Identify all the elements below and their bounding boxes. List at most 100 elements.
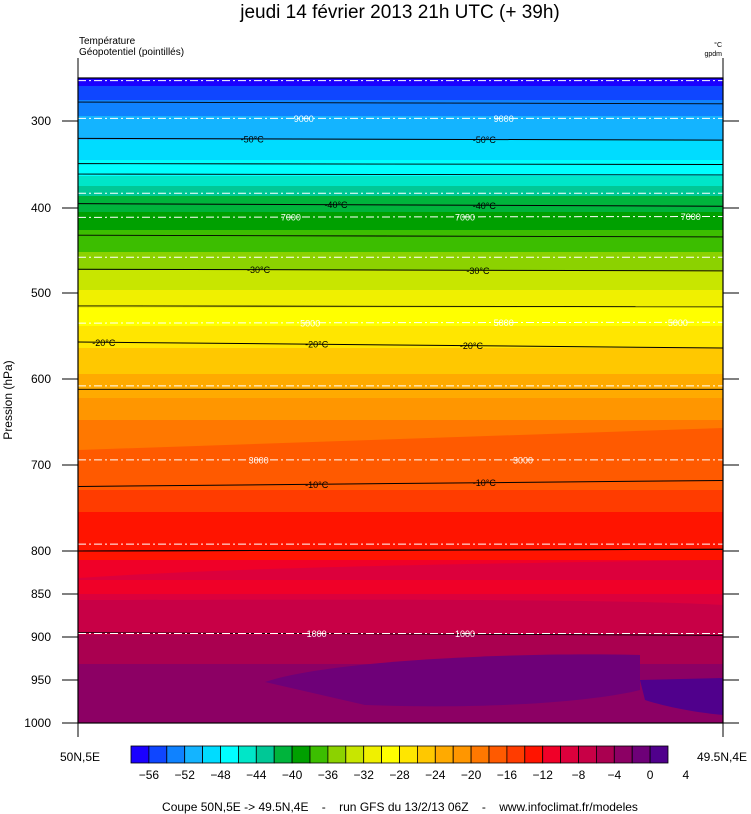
temperature-band bbox=[78, 326, 723, 349]
colorbar-swatch bbox=[255, 745, 275, 764]
colorbar-tick-label: −48 bbox=[210, 768, 231, 782]
y-axis-title: Pression (hPa) bbox=[1, 360, 15, 439]
x-label-end: 49.5N,4E bbox=[697, 750, 747, 764]
y-tick-label: 1000 bbox=[24, 716, 51, 730]
colorbar: −56 −52 −48 −44 −40 −36 −32 −28 −24 −20 −16 −12 −8 −4… bbox=[130, 745, 690, 782]
geopotential-contour-label: 7000 bbox=[455, 212, 475, 222]
temperature-contours: -50°C -50°C -40°C -40°C -30°C -30°C -20°C -20°C… bbox=[78, 78, 723, 636]
temperature-band bbox=[78, 176, 723, 187]
colorbar-swatch bbox=[560, 745, 579, 764]
footer-text: Coupe 50N,5E -> 49.5N,4E - run GFS du 13… bbox=[162, 800, 638, 814]
geopotential-contour-line bbox=[78, 216, 723, 218]
colorbar-swatch bbox=[613, 745, 633, 764]
colorbar-swatch bbox=[291, 745, 311, 764]
y-tick-label: 950 bbox=[31, 673, 51, 687]
temperature-contour-label: -30°C bbox=[466, 266, 490, 276]
geopotential-contour-label: 3000 bbox=[249, 455, 269, 465]
y-tick-label: 600 bbox=[31, 372, 51, 386]
geopotential-contour-label: 9000 bbox=[294, 114, 314, 124]
temperature-band bbox=[78, 252, 723, 271]
temperature-contour-line bbox=[78, 305, 723, 308]
geopotential-contour-label: 5000 bbox=[494, 318, 514, 328]
temperature-contour-line bbox=[78, 163, 723, 165]
temperature-band bbox=[78, 186, 723, 197]
temperature-bands bbox=[78, 78, 723, 723]
colorbar-swatch bbox=[506, 745, 526, 764]
y-tick-label: 800 bbox=[31, 544, 51, 558]
colorbar-swatch bbox=[220, 745, 239, 764]
temperature-contour-line bbox=[78, 479, 723, 487]
temperature-contour-line bbox=[78, 548, 723, 552]
temperature-band bbox=[78, 308, 723, 327]
legend-geopotential-label: Géopotentiel (pointillés) bbox=[79, 47, 184, 58]
temperature-contour-line bbox=[78, 341, 723, 349]
y-tick-label: 700 bbox=[31, 458, 51, 472]
colorbar-swatch bbox=[130, 745, 150, 764]
geopotential-contours: 9000 9000 7000 7000 7000 5000 5000 5000 3000 3000… bbox=[78, 80, 723, 639]
temperature-contour-line bbox=[78, 234, 723, 238]
temperature-contour-line bbox=[78, 137, 723, 141]
colorbar-tick-label: −4 bbox=[607, 768, 621, 782]
temperature-band bbox=[640, 678, 723, 715]
colorbar-swatch bbox=[631, 745, 651, 764]
colorbar-tick-label: −24 bbox=[425, 768, 446, 782]
temperature-band bbox=[78, 512, 723, 540]
colorbar-tick-label: −40 bbox=[282, 768, 303, 782]
geopotential-contour-label: 5000 bbox=[300, 318, 320, 328]
temperature-contour-label: -50°C bbox=[473, 135, 497, 145]
geopotential-contour-label: 3000 bbox=[513, 455, 533, 465]
colorbar-tick-label: −12 bbox=[533, 768, 554, 782]
unit-gpdm-label: gpdm bbox=[704, 51, 722, 58]
colorbar-swatch bbox=[202, 745, 221, 764]
temperature-band bbox=[78, 348, 723, 375]
temperature-contour-label: -40°C bbox=[473, 201, 497, 211]
temperature-contour-label: -50°C bbox=[241, 134, 265, 144]
temperature-band bbox=[78, 100, 723, 117]
temperature-band bbox=[78, 86, 723, 101]
geopotential-contour-label: 9000 bbox=[494, 114, 514, 124]
colorbar-tick-label: −44 bbox=[246, 768, 267, 782]
colorbar-swatch bbox=[399, 745, 418, 764]
colorbar-tick-label: −20 bbox=[461, 768, 482, 782]
temperature-contour-label: -20°C bbox=[460, 341, 484, 351]
temperature-contour-label: -20°C bbox=[305, 340, 329, 350]
colorbar-tick-label: 0 bbox=[647, 768, 654, 782]
temperature-contour-label: -20°C bbox=[92, 338, 116, 348]
colorbar-swatch bbox=[434, 745, 454, 764]
geopotential-contour-line bbox=[78, 321, 723, 324]
temperature-band bbox=[78, 290, 723, 309]
temperature-band bbox=[78, 140, 723, 161]
temperature-band bbox=[78, 610, 723, 636]
colorbar-swatch bbox=[488, 745, 508, 764]
geopotential-contour-label: 5000 bbox=[668, 318, 688, 328]
y-tick-label: 400 bbox=[31, 201, 51, 215]
temperature-band bbox=[78, 374, 723, 399]
temperature-band bbox=[78, 490, 723, 513]
colorbar-swatch bbox=[237, 745, 257, 764]
unit-celsius-label: °C bbox=[714, 41, 722, 49]
colorbar-swatch bbox=[452, 745, 472, 764]
colorbar-tick-label: −32 bbox=[354, 768, 375, 782]
temperature-contour-label: -10°C bbox=[473, 478, 497, 488]
geopotential-contour-label: 7000 bbox=[681, 212, 701, 222]
colorbar-swatch bbox=[381, 745, 400, 764]
colorbar-swatch bbox=[524, 745, 544, 764]
temperature-contour-line bbox=[78, 268, 723, 272]
legend-temperature-label: Température bbox=[79, 36, 136, 47]
temperature-contour-label: -30°C bbox=[247, 265, 271, 275]
temperature-band bbox=[78, 116, 723, 141]
colorbar-tick-label: −52 bbox=[175, 768, 196, 782]
temperature-contour-label: -40°C bbox=[324, 200, 348, 210]
y-tick-label: 500 bbox=[31, 286, 51, 300]
x-label-start: 50N,5E bbox=[60, 750, 100, 764]
temperature-band bbox=[78, 212, 723, 231]
temperature-band bbox=[78, 78, 723, 87]
colorbar-tick-label: 4 bbox=[683, 768, 690, 782]
colorbar-swatch bbox=[596, 745, 615, 764]
colorbar-swatch bbox=[416, 745, 436, 764]
colorbar-tick-label: −28 bbox=[389, 768, 410, 782]
y-axis: 300 400 500 600 700 800 850 900 950 1000 bbox=[24, 58, 739, 737]
colorbar-swatch bbox=[363, 745, 383, 764]
geopotential-contour-label: 1000 bbox=[455, 629, 475, 639]
